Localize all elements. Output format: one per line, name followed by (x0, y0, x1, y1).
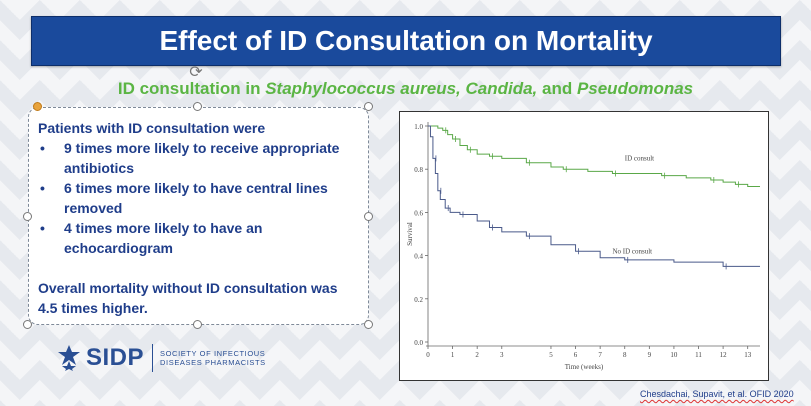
subtitle-organism-pseudomonas: Pseudomonas (576, 79, 694, 98)
x-tick-label: 8 (623, 351, 627, 359)
x-tick-label: 0 (426, 351, 430, 359)
x-tick-label: 6 (574, 351, 578, 359)
logo-subtitle-line2: DISEASES PHARMACISTS (160, 358, 266, 367)
logo-name: SIDP (86, 344, 145, 371)
selection-handle[interactable] (33, 102, 42, 111)
y-tick-label: 0.0 (414, 339, 423, 347)
list-item: 4 times more likely to have an echocardi… (38, 218, 358, 258)
x-axis-label: Time (weeks) (565, 363, 604, 371)
survival-chart-svg: 0.00.20.40.60.81.00 1 2 3 5 6 7 8 9 10 11 12 13Time … (406, 122, 760, 371)
y-tick-label: 0.8 (414, 166, 423, 174)
selection-handle[interactable] (193, 102, 202, 111)
y-tick-label: 0.6 (414, 209, 423, 217)
slide-title[interactable]: Effect of ID Consultation on Mortality (31, 16, 781, 66)
y-axis-label: Survival (406, 222, 414, 246)
x-tick-label: 2 (475, 351, 479, 359)
selection-handle[interactable] (23, 320, 32, 329)
findings-list: 9 times more likely to receive appropria… (38, 138, 358, 258)
sidp-star-icon (58, 345, 80, 371)
list-item: 9 times more likely to receive appropria… (38, 138, 358, 178)
x-tick-label: 13 (744, 351, 752, 359)
selection-handle[interactable] (364, 102, 373, 111)
findings-conclusion: Overall mortality without ID consultatio… (38, 280, 338, 316)
y-tick-label: 1.0 (414, 123, 423, 131)
x-tick-label: 11 (695, 351, 702, 359)
findings-intro: Patients with ID consultation were (38, 120, 266, 136)
logo-divider (152, 344, 154, 372)
selection-handle[interactable] (364, 320, 373, 329)
x-tick-label: 10 (670, 351, 678, 359)
slide-subtitle[interactable]: ID consultation in Staphylococcus aureus… (0, 79, 811, 99)
y-tick-label: 0.2 (414, 296, 423, 304)
y-tick-label: 0.4 (414, 253, 423, 261)
findings-textbox[interactable]: Patients with ID consultation were 9 tim… (28, 107, 369, 325)
x-tick-label: 9 (648, 351, 652, 359)
subtitle-middle: and (537, 79, 577, 98)
selection-handle[interactable] (23, 212, 32, 221)
x-tick-label: 3 (500, 351, 504, 359)
logo-subtitle: SOCIETY OF INFECTIOUS DISEASES PHARMACIS… (160, 349, 266, 367)
x-tick-label: 12 (720, 351, 728, 359)
x-tick-label: 5 (549, 351, 553, 359)
rotate-handle-icon[interactable]: ⟳ (189, 64, 203, 81)
series-line-id-consult (428, 125, 760, 187)
logo-subtitle-line1: SOCIETY OF INFECTIOUS (160, 349, 266, 358)
selection-handle[interactable] (193, 320, 202, 329)
citation[interactable]: Chesdachai, Supavit, et al. OFID 2020 (640, 389, 794, 399)
series-label: No ID consult (612, 247, 652, 255)
x-tick-label: 7 (598, 351, 602, 359)
list-item: 6 times more likely to have central line… (38, 178, 358, 218)
series-line-no-id-consult (428, 125, 760, 267)
x-tick-label: 1 (451, 351, 455, 359)
selection-handle[interactable] (364, 212, 373, 221)
subtitle-organisms: Staphylococcus aureus, Candida, (265, 79, 538, 98)
sidp-logo: SIDP SOCIETY OF INFECTIOUS DISEASES PHAR… (58, 343, 266, 373)
subtitle-prefix: ID consultation in (117, 79, 266, 98)
series-label: ID consult (625, 155, 654, 163)
survival-chart[interactable]: 0.0 0.2 0.4 0.6 0.8 1.0 0 1 2 3 5 6 7 8 9 10 11 12 13 Time … (399, 111, 769, 381)
